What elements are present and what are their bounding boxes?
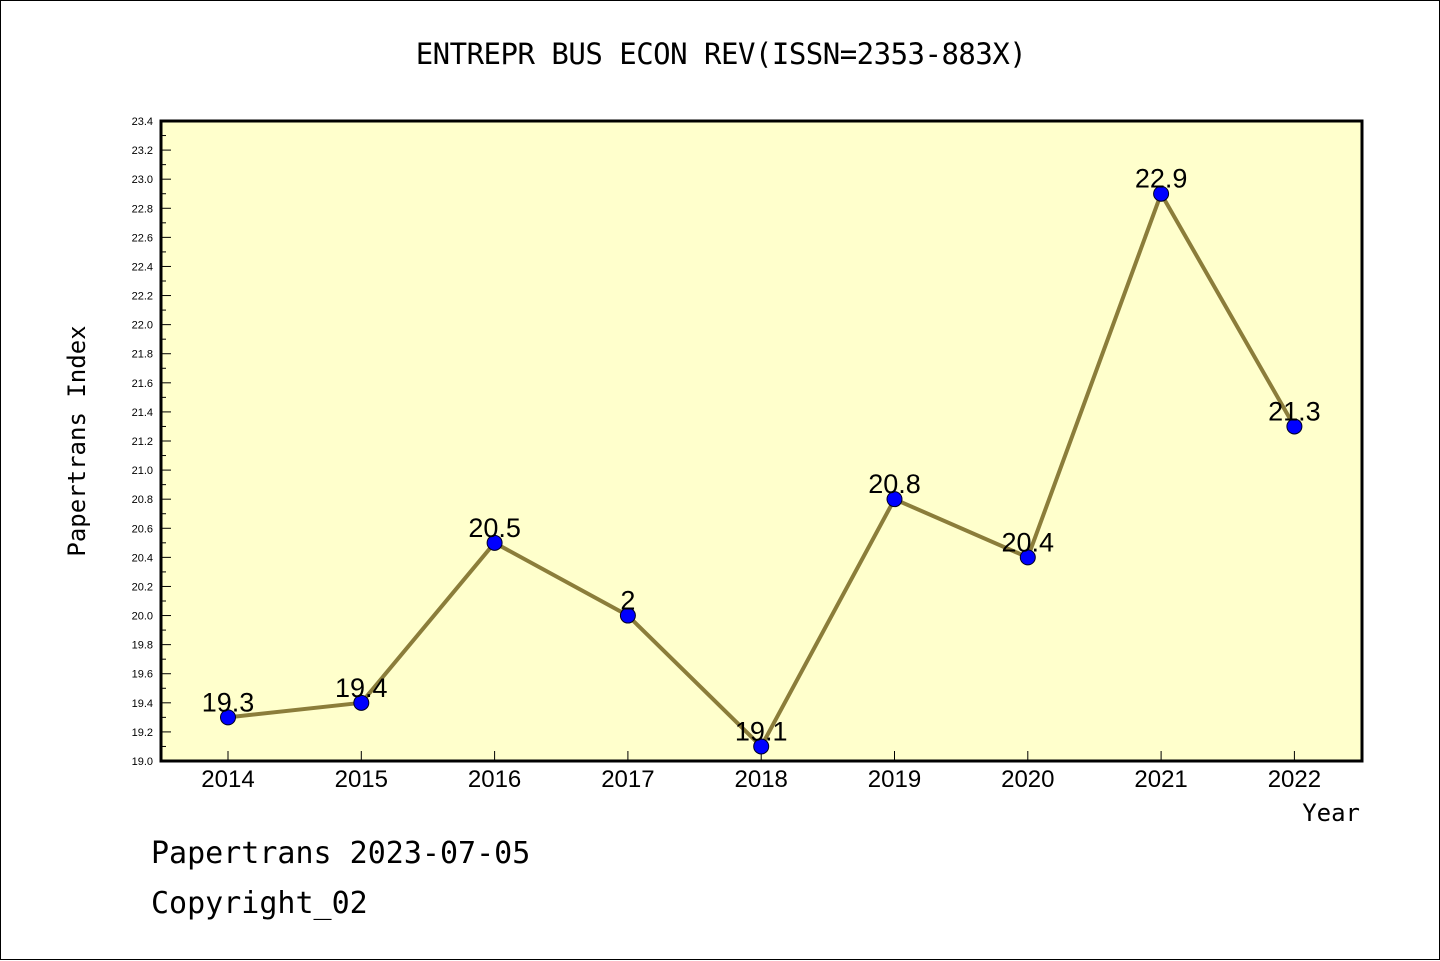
data-label: 19.1 — [735, 716, 788, 746]
y-tick-label: 20.6 — [132, 523, 153, 535]
x-tick-label: 2019 — [868, 766, 921, 793]
data-label: 22.9 — [1135, 164, 1188, 194]
data-point — [220, 709, 236, 726]
data-point — [353, 694, 370, 711]
y-tick-label: 21.6 — [132, 378, 153, 390]
chart-title: ENTREPR BUS ECON REV(ISSN=2353-883X) — [415, 37, 1027, 71]
x-tick-label: 2018 — [735, 766, 788, 793]
y-tick-label: 19.6 — [132, 669, 153, 681]
y-tick-label: 22.8 — [132, 203, 153, 215]
y-tick-label: 23.0 — [132, 174, 153, 186]
data-point — [886, 491, 903, 508]
data-point — [753, 738, 770, 755]
x-tick-label: 2017 — [601, 766, 654, 793]
y-tick-label: 23.4 — [132, 116, 153, 128]
data-point — [1286, 418, 1303, 435]
y-tick-label: 23.2 — [132, 145, 153, 157]
plot-area — [161, 121, 1362, 761]
y-tick-label: 19.2 — [132, 727, 153, 739]
data-label: 20.8 — [868, 469, 921, 499]
y-tick-label: 21.8 — [132, 349, 153, 361]
y-tick-label: 22.6 — [132, 232, 153, 244]
data-point — [1153, 185, 1170, 202]
y-tick-label: 19.0 — [132, 756, 153, 768]
y-tick-label: 20.0 — [132, 611, 153, 623]
footer-date: Papertrans 2023-07-05 — [151, 836, 531, 871]
y-tick-label: 20.2 — [132, 581, 153, 593]
data-label: 2 — [620, 586, 635, 616]
x-axis-label: Year — [1302, 799, 1360, 827]
y-axis-label: Papertrans Index — [63, 325, 91, 556]
data-point — [486, 534, 503, 551]
data-point — [619, 607, 636, 624]
x-tick-label: 2015 — [335, 766, 388, 793]
y-tick-label: 22.4 — [132, 261, 153, 273]
footer-copyright: Copyright_02 — [151, 886, 368, 921]
data-point — [1019, 549, 1036, 566]
plot-border — [159, 119, 1364, 763]
x-tick-label: 2020 — [1001, 766, 1054, 793]
y-tick-label: 21.0 — [132, 465, 153, 477]
y-tick-label: 21.2 — [132, 436, 153, 448]
x-tick-label: 2021 — [1134, 766, 1187, 793]
y-tick-label: 19.4 — [132, 698, 153, 710]
data-label: 19.3 — [202, 687, 255, 717]
y-tick-label: 20.8 — [132, 494, 153, 506]
data-label: 19.4 — [335, 673, 388, 703]
x-tick-label: 2014 — [201, 766, 254, 793]
data-label: 20.4 — [1002, 527, 1055, 557]
data-label: 21.3 — [1268, 396, 1321, 426]
y-tick-label: 22.0 — [132, 320, 153, 332]
y-tick-label: 19.8 — [132, 640, 153, 652]
y-tick-label: 22.2 — [132, 291, 153, 303]
data-label: 20.5 — [468, 513, 521, 543]
x-tick-label: 2022 — [1268, 766, 1321, 793]
y-tick-label: 21.4 — [132, 407, 153, 419]
x-tick-label: 2016 — [468, 766, 521, 793]
y-tick-label: 20.4 — [132, 552, 153, 564]
